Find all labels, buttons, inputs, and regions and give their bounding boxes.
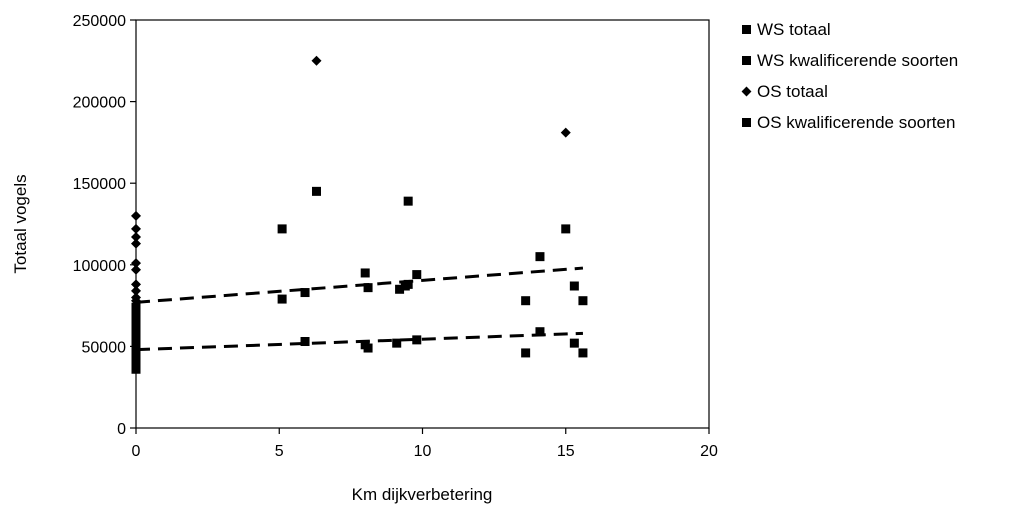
point-ws-totaal [363,283,373,293]
point-os-totaal [131,210,141,221]
point-ws-kwalificerende-soorten [131,340,141,350]
x-tick-label: 0 [132,443,141,460]
y-axis-title: Totaal vogels [11,174,30,273]
x-axis-ticks: 0 5 10 15 20 [132,428,718,460]
legend-item-os-kwalificerende-soorten: OS kwalificerende soorten [742,107,958,138]
diamond-marker-icon [742,87,751,96]
x-tick-label: 10 [414,443,432,460]
point-ws-kwalificerende-soorten [569,338,579,348]
y-tick-label: 250000 [73,13,126,30]
point-os-totaal [131,258,141,269]
point-ws-kwalificerende-soorten [131,350,141,360]
point-ws-kwalificerende-soorten [131,315,141,325]
y-tick-label: 0 [117,421,126,438]
point-ws-totaal [395,284,405,294]
point-ws-totaal [578,296,588,306]
legend: WS totaal WS kwalificerende soorten OS t… [742,14,958,138]
point-ws-kwalificerende-soorten [131,359,141,369]
square-marker-icon [742,56,751,65]
point-os-kwalificerende-soorten [561,224,571,234]
point-os-totaal [131,295,141,306]
legend-item-ws-kwalificerende-soorten: WS kwalificerende soorten [742,45,958,76]
point-ws-kwalificerende-soorten [392,338,402,348]
trendline [135,331,583,352]
legend-item-ws-totaal: WS totaal [742,14,958,45]
point-os-kwalificerende-soorten [277,224,287,234]
point-os-totaal [131,232,141,243]
point-ws-kwalificerende-soorten [412,335,422,345]
trendline [135,266,584,304]
point-ws-totaal [360,268,370,278]
point-os-totaal [560,127,571,138]
point-os-totaal [131,238,141,249]
point-ws-totaal [300,288,310,298]
point-ws-kwalificerende-soorten [131,354,141,364]
point-os-totaal [131,223,141,234]
legend-label: WS totaal [757,19,831,39]
legend-label: OS totaal [757,81,828,101]
point-ws-totaal [569,281,579,291]
point-ws-kwalificerende-soorten [131,309,141,319]
point-ws-kwalificerende-soorten [363,343,373,353]
point-ws-totaal [521,296,531,306]
point-ws-kwalificerende-soorten [131,345,141,355]
x-axis-title: Km dijkverbetering [352,485,493,504]
legend-label: OS kwalificerende soorten [757,112,956,132]
point-os-totaal [131,279,141,290]
point-ws-totaal [535,252,545,262]
x-tick-label: 5 [275,443,284,460]
point-ws-totaal [277,294,287,304]
point-ws-kwalificerende-soorten [131,322,141,332]
point-ws-totaal [412,270,422,280]
legend-item-os-totaal: OS totaal [742,76,958,107]
point-os-kwalificerende-soorten [311,186,321,196]
point-os-totaal [311,55,322,66]
point-os-kwalificerende-soorten [403,196,413,206]
x-tick-label: 15 [557,443,575,460]
legend-label: WS kwalificerende soorten [757,50,959,70]
y-tick-label: 150000 [73,176,126,193]
point-os-totaal [131,285,141,296]
point-ws-kwalificerende-soorten [131,364,141,374]
chart: 0 5 10 15 20 050000100000150000200000250000 … [11,13,718,504]
trendlines [135,266,584,352]
point-ws-kwalificerende-soorten [521,348,531,358]
y-tick-label: 50000 [82,339,127,356]
x-tick-label: 20 [700,443,718,460]
y-tick-label: 100000 [73,258,126,275]
point-ws-kwalificerende-soorten [300,337,310,347]
point-ws-kwalificerende-soorten [578,348,588,358]
y-axis-ticks: 0 50000 100000 150000 200000 250000 [73,13,136,438]
plot-area [135,19,710,429]
data-points [131,55,588,374]
point-ws-totaal [403,279,413,289]
point-os-totaal [131,264,141,275]
point-ws-kwalificerende-soorten [131,333,141,343]
square-marker-icon [742,118,751,127]
point-ws-kwalificerende-soorten [131,328,141,338]
point-ws-kwalificerende-soorten [535,327,545,337]
y-tick-label: 200000 [73,95,126,112]
square-marker-icon [742,25,751,34]
point-ws-kwalificerende-soorten [131,302,141,312]
